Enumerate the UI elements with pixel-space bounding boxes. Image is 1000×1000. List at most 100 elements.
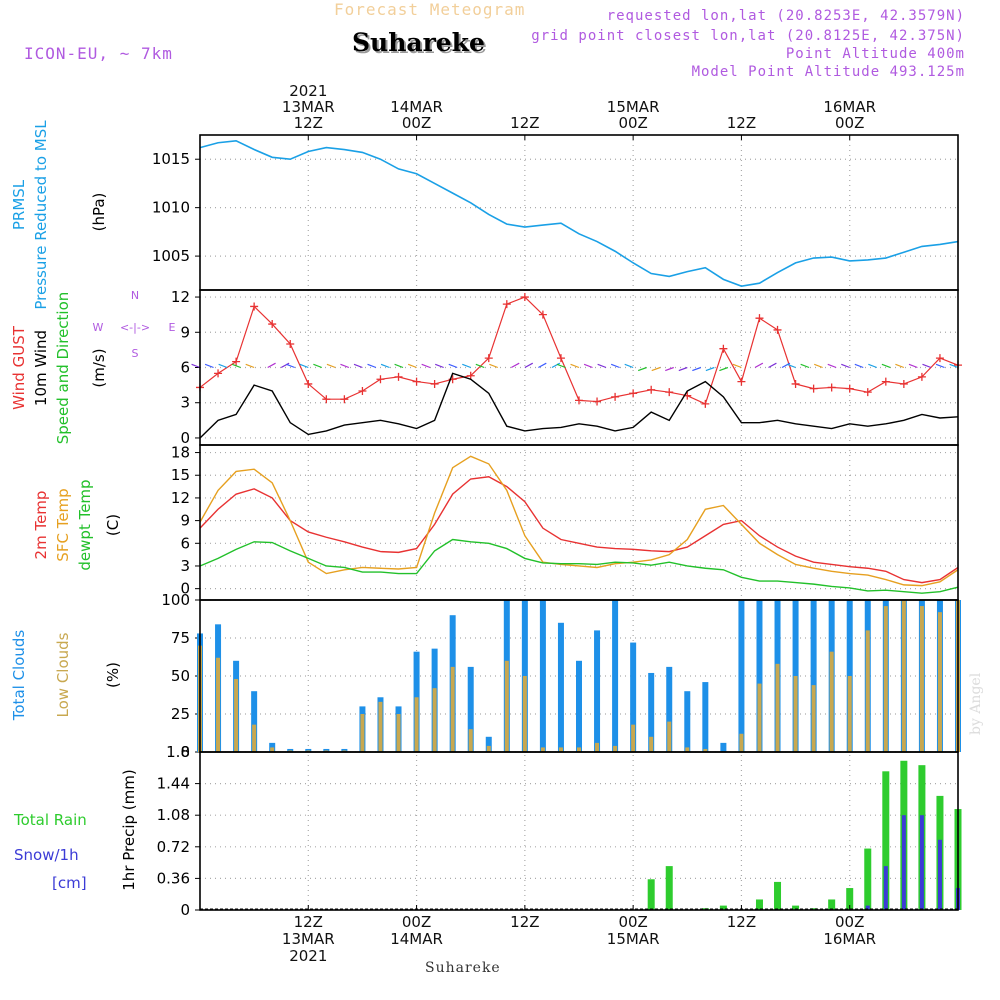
low-cloud-bar xyxy=(937,612,942,752)
gust-marker xyxy=(286,340,295,349)
gust-marker xyxy=(484,354,493,363)
rain-bar xyxy=(864,848,872,910)
top-time-label: 16MAR xyxy=(823,98,876,116)
total-cloud-bar xyxy=(684,691,691,752)
bottom-time-label: 13MAR xyxy=(282,930,335,948)
y-tick-label: 15 xyxy=(171,466,190,484)
gust-marker xyxy=(538,310,547,319)
y-tick-label: 1010 xyxy=(152,199,190,217)
gust-marker xyxy=(809,384,818,393)
temp-label-dew: dewpt Temp xyxy=(76,479,94,570)
y-tick-label: 0 xyxy=(180,901,190,919)
wind-direction-arrow xyxy=(754,362,764,369)
gust-marker xyxy=(304,379,313,388)
wind-direction-arrow xyxy=(637,366,647,372)
temp-unit: (C) xyxy=(104,514,122,536)
wind-direction-arrow xyxy=(786,363,796,369)
low-cloud-bar xyxy=(703,748,708,752)
top-time-label: 15MAR xyxy=(607,98,660,116)
wind-direction-arrow xyxy=(881,363,891,369)
wind-direction-arrow xyxy=(841,363,850,369)
low-cloud-bar xyxy=(270,747,275,752)
low-cloud-bar xyxy=(414,697,419,752)
wind-direction-arrow xyxy=(732,363,742,369)
gust-marker xyxy=(935,354,944,363)
y-tick-label: 3 xyxy=(180,557,190,575)
precip-label-rain: Total Rain xyxy=(13,811,87,829)
pressure-label-2: Pressure Reduced to MSL xyxy=(32,120,50,310)
low-cloud-bar xyxy=(901,600,906,752)
low-cloud-bar xyxy=(811,685,816,752)
low-cloud-bar xyxy=(504,660,509,752)
wind-direction-arrow xyxy=(326,363,336,369)
requested-coords: requested lon,lat (20.8253E, 42.3579N) xyxy=(606,8,965,24)
wind-direction-arrow xyxy=(935,363,945,369)
point-altitude: Point Altitude 400m xyxy=(785,46,965,62)
low-cloud-bar xyxy=(378,701,383,752)
low-cloud-bar xyxy=(865,630,870,752)
wind-direction-arrow xyxy=(204,363,214,369)
wind-direction-arrow xyxy=(665,366,674,372)
model-label: ICON-EU, ~ 7km xyxy=(24,44,173,63)
total-cloud-bar xyxy=(630,642,637,752)
low-cloud-bar xyxy=(216,657,221,752)
total-cloud-bar xyxy=(576,660,582,752)
wind-direction-arrow xyxy=(267,362,276,369)
wind-direction-arrow xyxy=(551,362,561,369)
wind-label-10m: 10m Wind xyxy=(32,330,50,406)
dewpoint-line xyxy=(199,538,959,594)
gust-marker xyxy=(917,372,926,381)
low-cloud-bar xyxy=(829,651,834,752)
wind-direction-arrow xyxy=(908,363,918,369)
gust-marker xyxy=(611,392,620,401)
y-tick-label: 1015 xyxy=(152,150,190,168)
low-cloud-bar xyxy=(558,747,563,752)
wind-direction-arrow xyxy=(597,363,607,369)
low-cloud-bar xyxy=(685,747,690,752)
wind-direction-arrow xyxy=(800,363,810,369)
wind-direction-arrow xyxy=(421,363,431,369)
wind-label-gust: Wind GUST xyxy=(10,325,28,410)
total-cloud-bar xyxy=(720,742,727,752)
low-cloud-bar xyxy=(847,676,852,752)
wind-direction-arrow xyxy=(868,363,877,369)
bottom-time-label: 15MAR xyxy=(607,930,660,948)
wind-direction-arrow xyxy=(280,362,290,369)
top-time-label: 14MAR xyxy=(390,98,443,116)
gust-marker xyxy=(430,379,439,388)
y-tick-label: 12 xyxy=(171,288,190,306)
wind-direction-arrow xyxy=(570,363,580,369)
total-cloud-bar xyxy=(648,672,655,752)
bottom-time-label: 16MAR xyxy=(823,930,876,948)
compass-w: W xyxy=(93,321,104,334)
low-cloud-bar xyxy=(793,676,798,752)
total-cloud-bar xyxy=(612,600,619,752)
wind-direction-arrow xyxy=(367,363,377,369)
gust-marker xyxy=(719,344,728,353)
y-tick-label: 9 xyxy=(180,512,190,530)
location-title: Suhareke xyxy=(352,28,485,57)
wind-direction-arrow xyxy=(299,363,309,369)
y-tick-label: 1.08 xyxy=(157,806,190,824)
compass-arrows: <-|-> xyxy=(120,321,150,334)
wind-direction-arrow xyxy=(678,366,688,372)
wind-direction-arrow xyxy=(854,363,864,369)
top-time-label: 00Z xyxy=(835,114,864,132)
wind-direction-arrow xyxy=(922,363,932,369)
gust-marker xyxy=(665,388,674,397)
wind-direction-arrow xyxy=(380,363,390,369)
low-cloud-bar xyxy=(883,606,888,752)
gust-marker xyxy=(340,395,349,404)
clouds-label-low: Low Clouds xyxy=(54,632,72,717)
low-cloud-bar xyxy=(919,606,924,752)
grid-point-coords: grid point closest lon,lat (20.8125E, 42… xyxy=(531,28,965,44)
wind-direction-arrow xyxy=(692,366,702,372)
y-tick-label: 0 xyxy=(180,429,190,447)
temp-label-2m: 2m Temp xyxy=(32,491,50,560)
low-cloud-bar xyxy=(432,688,437,752)
gust-marker xyxy=(629,389,638,398)
gust-marker xyxy=(863,388,872,397)
y-tick-label: 0.72 xyxy=(157,838,190,856)
gust-marker xyxy=(358,386,367,395)
wind-direction-arrow xyxy=(949,363,959,369)
